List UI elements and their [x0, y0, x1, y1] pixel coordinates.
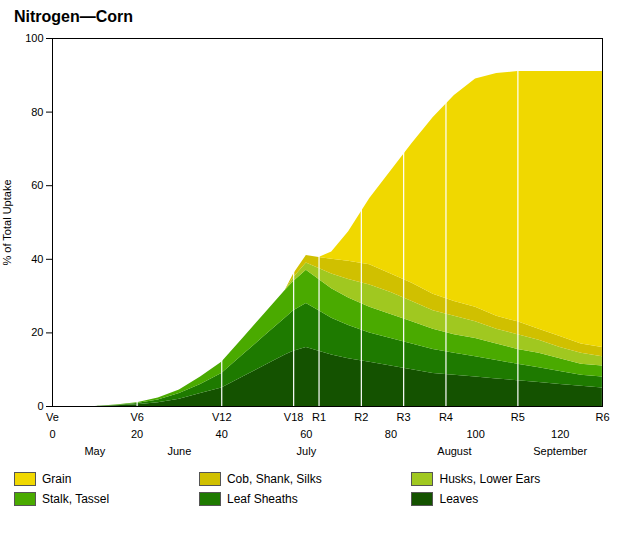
svg-text:0: 0 [37, 400, 43, 412]
svg-text:20: 20 [31, 326, 43, 338]
svg-text:80: 80 [385, 428, 397, 440]
svg-text:R2: R2 [354, 411, 368, 423]
svg-text:80: 80 [31, 106, 43, 118]
html-text:Nitrogen—Corn: Nitrogen—Corn [14, 8, 134, 25]
svg-text:60: 60 [300, 428, 312, 440]
svg-text:V12: V12 [212, 411, 232, 423]
svg-text:Ve: Ve [46, 411, 59, 423]
svg-text:July: July [297, 445, 317, 457]
svg-text:August: August [437, 445, 471, 457]
svg-text:60: 60 [31, 179, 43, 191]
html-text:Stalk, Tassel: Stalk, Tassel [42, 492, 110, 506]
svg-text:R5: R5 [511, 411, 525, 423]
html-text:Husks, Lower Ears: Husks, Lower Ears [439, 472, 541, 486]
html-text:Cob, Shank, Silks: Cob, Shank, Silks [227, 472, 322, 486]
svg-text:R1: R1 [312, 411, 326, 423]
svg-text:May: May [84, 445, 105, 457]
svg-text:100: 100 [466, 428, 484, 440]
svg-text:V6: V6 [130, 411, 143, 423]
svg-text:% of Total Uptake: % of Total Uptake [1, 179, 13, 265]
html-text:Leaves: Leaves [439, 492, 479, 506]
html-text:Leaf Sheaths: Leaf Sheaths [227, 492, 298, 506]
svg-text:40: 40 [31, 253, 43, 265]
svg-text:V18: V18 [284, 411, 304, 423]
svg-text:R4: R4 [439, 411, 453, 423]
svg-text:0: 0 [49, 428, 55, 440]
svg-text:120: 120 [551, 428, 569, 440]
svg-text:R6: R6 [595, 411, 609, 423]
svg-text:40: 40 [216, 428, 228, 440]
svg-text:100: 100 [25, 32, 43, 44]
svg-text:June: June [167, 445, 191, 457]
svg-text:R3: R3 [397, 411, 411, 423]
svg-text:September: September [533, 445, 587, 457]
html-text:Grain: Grain [42, 472, 72, 486]
svg-text:20: 20 [131, 428, 143, 440]
